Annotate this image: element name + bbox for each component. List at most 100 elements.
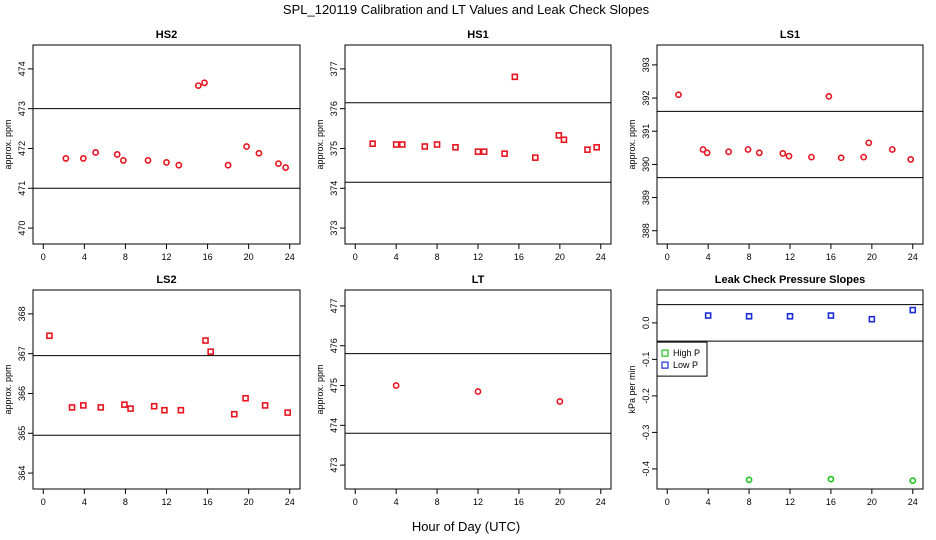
y-tick-label: 473 xyxy=(17,101,27,116)
x-tick-label: 24 xyxy=(596,497,606,507)
y-tick-label: 470 xyxy=(17,221,27,236)
x-tick-label: 20 xyxy=(555,497,565,507)
x-tick-label: 0 xyxy=(665,252,670,262)
y-tick-label: 365 xyxy=(17,426,27,441)
y-axis-label: approx. ppm xyxy=(315,364,325,414)
y-tick-label: 477 xyxy=(329,298,339,313)
data-point xyxy=(243,143,250,150)
y-axis-label: approx. ppm xyxy=(315,119,325,169)
x-tick-label: 20 xyxy=(555,252,565,262)
y-tick-label: 373 xyxy=(329,221,339,236)
data-point xyxy=(421,143,429,150)
data-point xyxy=(177,406,185,414)
x-tick-label: 24 xyxy=(596,252,606,262)
data-point xyxy=(501,150,508,157)
data-point xyxy=(202,337,209,344)
data-point xyxy=(827,312,835,319)
y-axis-label: approx. ppm xyxy=(3,119,13,169)
figure-title: SPL_120119 Calibration and LT Values and… xyxy=(283,2,650,17)
data-point xyxy=(745,312,753,320)
data-point xyxy=(860,153,868,161)
y-tick-label: 389 xyxy=(641,190,651,205)
data-point xyxy=(909,306,917,314)
data-point xyxy=(511,73,519,81)
legend-label: High P xyxy=(673,348,700,358)
legend-label: Low P xyxy=(673,360,698,370)
y-axis-label: kPa per min xyxy=(627,365,637,413)
data-point xyxy=(275,160,282,168)
data-point xyxy=(785,152,793,160)
x-tick-label: 12 xyxy=(161,252,171,262)
data-point xyxy=(827,475,835,483)
data-point xyxy=(392,141,400,148)
y-tick-label: 374 xyxy=(329,181,339,196)
x-tick-label: 4 xyxy=(82,252,87,262)
data-point xyxy=(704,312,712,319)
chart-panel: HS2 approx. ppm 0 4 8 12 16 20 24 470 471 472 473 474 xyxy=(3,29,301,262)
x-tick-label: 16 xyxy=(514,252,524,262)
x-tick-label: 12 xyxy=(785,252,795,262)
y-tick-label: 471 xyxy=(17,181,27,196)
data-point xyxy=(474,388,482,395)
data-point xyxy=(837,154,845,162)
x-tick-label: 4 xyxy=(394,252,399,262)
data-point xyxy=(531,154,539,161)
legend-swatch xyxy=(661,361,669,369)
data-point xyxy=(433,141,441,148)
data-point xyxy=(779,150,787,157)
y-tick-label: 364 xyxy=(17,466,27,481)
chart-panel: Leak Check Pressure Slopes kPa per min 0 4 8… xyxy=(627,274,924,507)
y-tick-label: 367 xyxy=(17,346,27,361)
data-point xyxy=(745,476,753,484)
y-tick-label: -0.2 xyxy=(641,388,651,404)
panel-title: LS1 xyxy=(780,29,800,41)
data-point xyxy=(163,159,170,166)
x-tick-label: 16 xyxy=(203,252,213,262)
plot-frame xyxy=(656,44,924,245)
x-tick-label: 0 xyxy=(353,497,358,507)
data-point xyxy=(593,143,600,151)
data-point xyxy=(284,409,291,416)
y-tick-label: -0.4 xyxy=(641,461,651,477)
plot-frame xyxy=(32,289,301,490)
data-point xyxy=(452,143,459,151)
y-tick-label: 474 xyxy=(17,61,27,76)
y-tick-label: -0.1 xyxy=(641,352,651,368)
data-point xyxy=(46,332,53,340)
x-tick-label: 4 xyxy=(82,497,87,507)
x-tick-label: 12 xyxy=(473,252,483,262)
data-point xyxy=(175,161,183,169)
data-point xyxy=(584,146,591,153)
data-point xyxy=(369,140,376,148)
x-tick-label: 24 xyxy=(908,497,918,507)
y-tick-label: 377 xyxy=(329,61,339,76)
y-tick-label: 390 xyxy=(641,157,651,172)
legend-swatch xyxy=(661,349,669,357)
y-axis-label: approx. ppm xyxy=(627,119,637,169)
chart-panel: LS2 approx. ppm 0 4 8 12 16 20 24 364 365 366 367 368 xyxy=(3,274,301,507)
x-tick-label: 24 xyxy=(285,252,295,262)
x-tick-label: 4 xyxy=(706,252,711,262)
data-point xyxy=(144,157,152,164)
y-tick-label: 368 xyxy=(17,306,27,321)
y-tick-label: 376 xyxy=(329,101,339,116)
chart-panel: LT approx. ppm 0 4 8 12 16 20 24 473 474 475 476 477 xyxy=(315,274,612,507)
data-point xyxy=(560,136,568,144)
panel-title: LS2 xyxy=(156,274,176,286)
x-tick-label: 16 xyxy=(514,497,524,507)
data-point xyxy=(725,148,733,156)
x-tick-label: 8 xyxy=(123,252,128,262)
x-tick-label: 20 xyxy=(867,497,877,507)
data-point xyxy=(92,149,100,156)
data-point xyxy=(201,79,208,87)
y-tick-label: 388 xyxy=(641,223,651,238)
y-tick-label: 475 xyxy=(329,378,339,393)
x-tick-label: 0 xyxy=(665,497,670,507)
figure-xlabel: Hour of Day (UTC) xyxy=(412,519,520,534)
data-point xyxy=(80,402,87,409)
y-tick-label: 392 xyxy=(641,91,651,106)
data-point xyxy=(786,312,794,320)
data-point xyxy=(907,156,915,163)
data-point xyxy=(555,132,563,139)
